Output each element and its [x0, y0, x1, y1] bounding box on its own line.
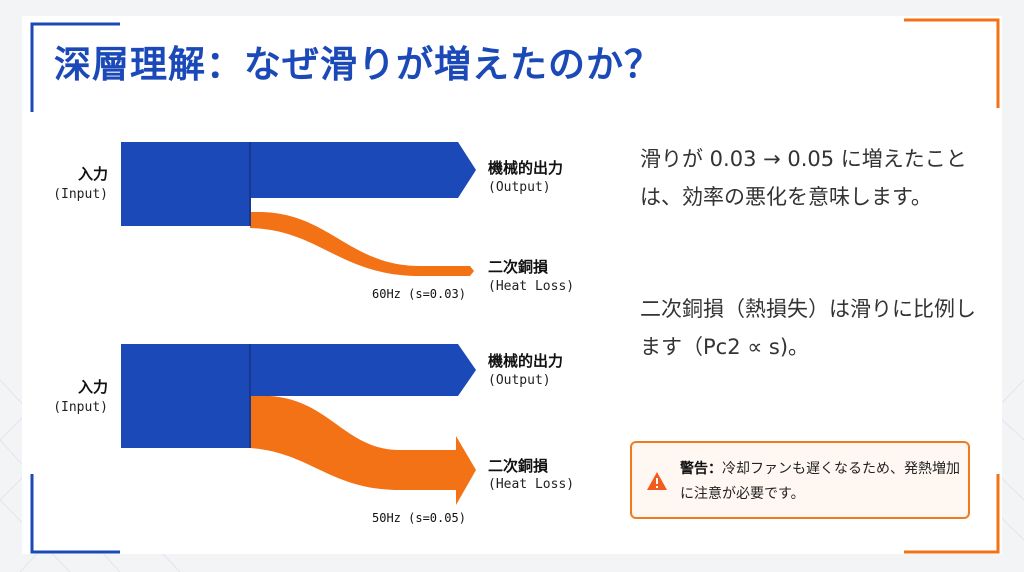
warning-triangle-icon [647, 472, 667, 490]
input-block-60hz [121, 142, 251, 226]
explanation-paragraph-2: 二次銅損（熱損失）は滑りに比例します（Pc2 ∝ s)。 [640, 297, 976, 359]
output-label: 機械的出力 [488, 159, 564, 177]
output-label: 機械的出力 [488, 352, 564, 370]
output-flow-60hz [250, 142, 476, 198]
loss-label: 二次銅損 [488, 457, 549, 475]
loss-flow-50hz [250, 396, 476, 505]
output-sublabel: (Output) [488, 180, 551, 195]
loss-sublabel: (Heat Loss) [488, 279, 575, 294]
sankey-diagram-50hz [121, 344, 476, 505]
corner-bracket-bottom-right [904, 474, 1000, 554]
input-block-50hz [121, 344, 251, 448]
warning-label: 警告： [680, 461, 722, 477]
warning-box: 警告：冷却ファンも遅くなるため、発熱増加に注意が必要です。 [630, 441, 970, 519]
loss-flow-60hz [250, 212, 474, 276]
output-flow-50hz [250, 344, 476, 396]
loss-label: 二次銅損 [488, 258, 549, 276]
input-sublabel: (Input) [53, 187, 108, 202]
input-label: 入力 [77, 378, 108, 396]
corner-bracket-bottom-left [30, 474, 120, 554]
loss-sublabel: (Heat Loss) [488, 477, 575, 492]
diagram-caption-50hz: 50Hz (s=0.05) [372, 511, 466, 525]
warning-message: 警告：冷却ファンも遅くなるため、発熱増加に注意が必要です。 [680, 457, 960, 507]
explanation-paragraph-1: 滑りが 0.03 → 0.05 に増えたことは、効率の悪化を意味します。 [640, 147, 967, 209]
input-sublabel: (Input) [53, 400, 108, 415]
input-label: 入力 [77, 165, 108, 183]
output-sublabel: (Output) [488, 373, 551, 388]
sankey-diagram-60hz [121, 142, 476, 276]
corner-bracket-top-left [30, 22, 120, 112]
corner-bracket-top-right [904, 18, 1000, 108]
warning-text: 冷却ファンも遅くなるため、発熱増加に注意が必要です。 [680, 461, 960, 502]
slide-title: 深層理解：なぜ滑りが増えたのか？ [54, 43, 662, 86]
diagram-caption-60hz: 60Hz (s=0.03) [372, 287, 466, 301]
